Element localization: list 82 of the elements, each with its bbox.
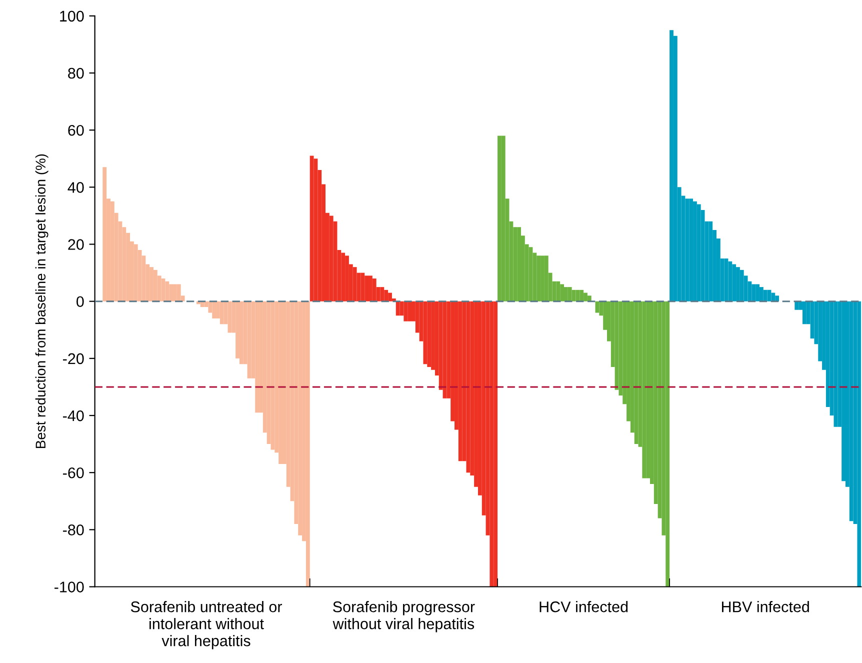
bar [220, 301, 224, 324]
bar [134, 244, 138, 302]
bar [564, 287, 568, 302]
bar [501, 136, 506, 302]
bar [345, 256, 349, 302]
bar [169, 284, 174, 302]
bar [494, 301, 498, 587]
bar [544, 256, 548, 302]
bar [595, 301, 600, 313]
bar [576, 290, 580, 302]
bar [239, 301, 244, 364]
y-tick-label: -40 [63, 410, 84, 422]
bar [670, 30, 674, 302]
y-tick-label: -60 [63, 467, 84, 478]
bar [212, 301, 216, 318]
y-axis-title: Best reduction from baseline in target lesion (%) [35, 154, 48, 448]
bar [384, 290, 388, 302]
bar [580, 290, 584, 302]
bar [685, 198, 690, 302]
bar [696, 204, 701, 302]
y-tick-label: 60 [68, 124, 84, 136]
bar [794, 301, 799, 310]
bar [693, 201, 697, 302]
y-tick-label: 0 [76, 296, 84, 308]
bar [759, 287, 764, 302]
bar [568, 287, 572, 302]
bar [110, 201, 114, 302]
bar [306, 301, 310, 587]
text: HBV infected [722, 601, 809, 612]
bar [584, 292, 588, 302]
bar [176, 284, 181, 302]
bar [102, 167, 107, 302]
y-tick-label: -100 [54, 582, 84, 592]
bar [466, 301, 470, 473]
bar [165, 281, 170, 302]
bar [689, 198, 694, 302]
bar [634, 301, 638, 444]
bar [364, 276, 369, 302]
bar [372, 278, 376, 302]
bar [560, 284, 564, 302]
bar [857, 301, 862, 587]
bar [752, 284, 756, 302]
bar [849, 301, 854, 522]
bar [556, 281, 560, 302]
bar [380, 287, 384, 302]
y-tick-label: -80 [63, 524, 84, 536]
bar [404, 301, 408, 322]
y-tick-label: 20 [68, 239, 84, 250]
bar [732, 264, 736, 302]
bar [763, 290, 768, 302]
bar [740, 270, 744, 302]
bar [767, 290, 772, 302]
bar [255, 301, 260, 413]
bar [756, 284, 760, 302]
bar [666, 301, 670, 587]
bar [388, 292, 392, 302]
text: HCV infected [540, 601, 628, 612]
text: Sorafenib untreated or intolerant without viral hepatitis [130, 601, 282, 650]
bar [802, 301, 806, 324]
bar [396, 301, 400, 316]
bar [423, 301, 428, 364]
y-tick-label: 80 [68, 68, 84, 79]
bar [310, 156, 314, 302]
bar [490, 301, 494, 587]
bar [458, 301, 462, 462]
bar [728, 261, 732, 302]
y-tick-label: 40 [68, 182, 84, 193]
bar [341, 252, 346, 302]
bar [329, 216, 334, 302]
bar [153, 270, 158, 302]
y-tick-label: -20 [63, 353, 84, 364]
bar [427, 301, 432, 367]
bar [536, 256, 541, 302]
bar [200, 301, 204, 308]
bar [408, 301, 412, 322]
text: Sorafenib progressor without viral hepatitis [332, 601, 475, 632]
bar [360, 272, 365, 302]
bar [708, 221, 713, 302]
bar [498, 136, 502, 302]
y-tick-label: 100 [60, 10, 84, 22]
bar [352, 267, 357, 302]
bar [642, 301, 646, 478]
